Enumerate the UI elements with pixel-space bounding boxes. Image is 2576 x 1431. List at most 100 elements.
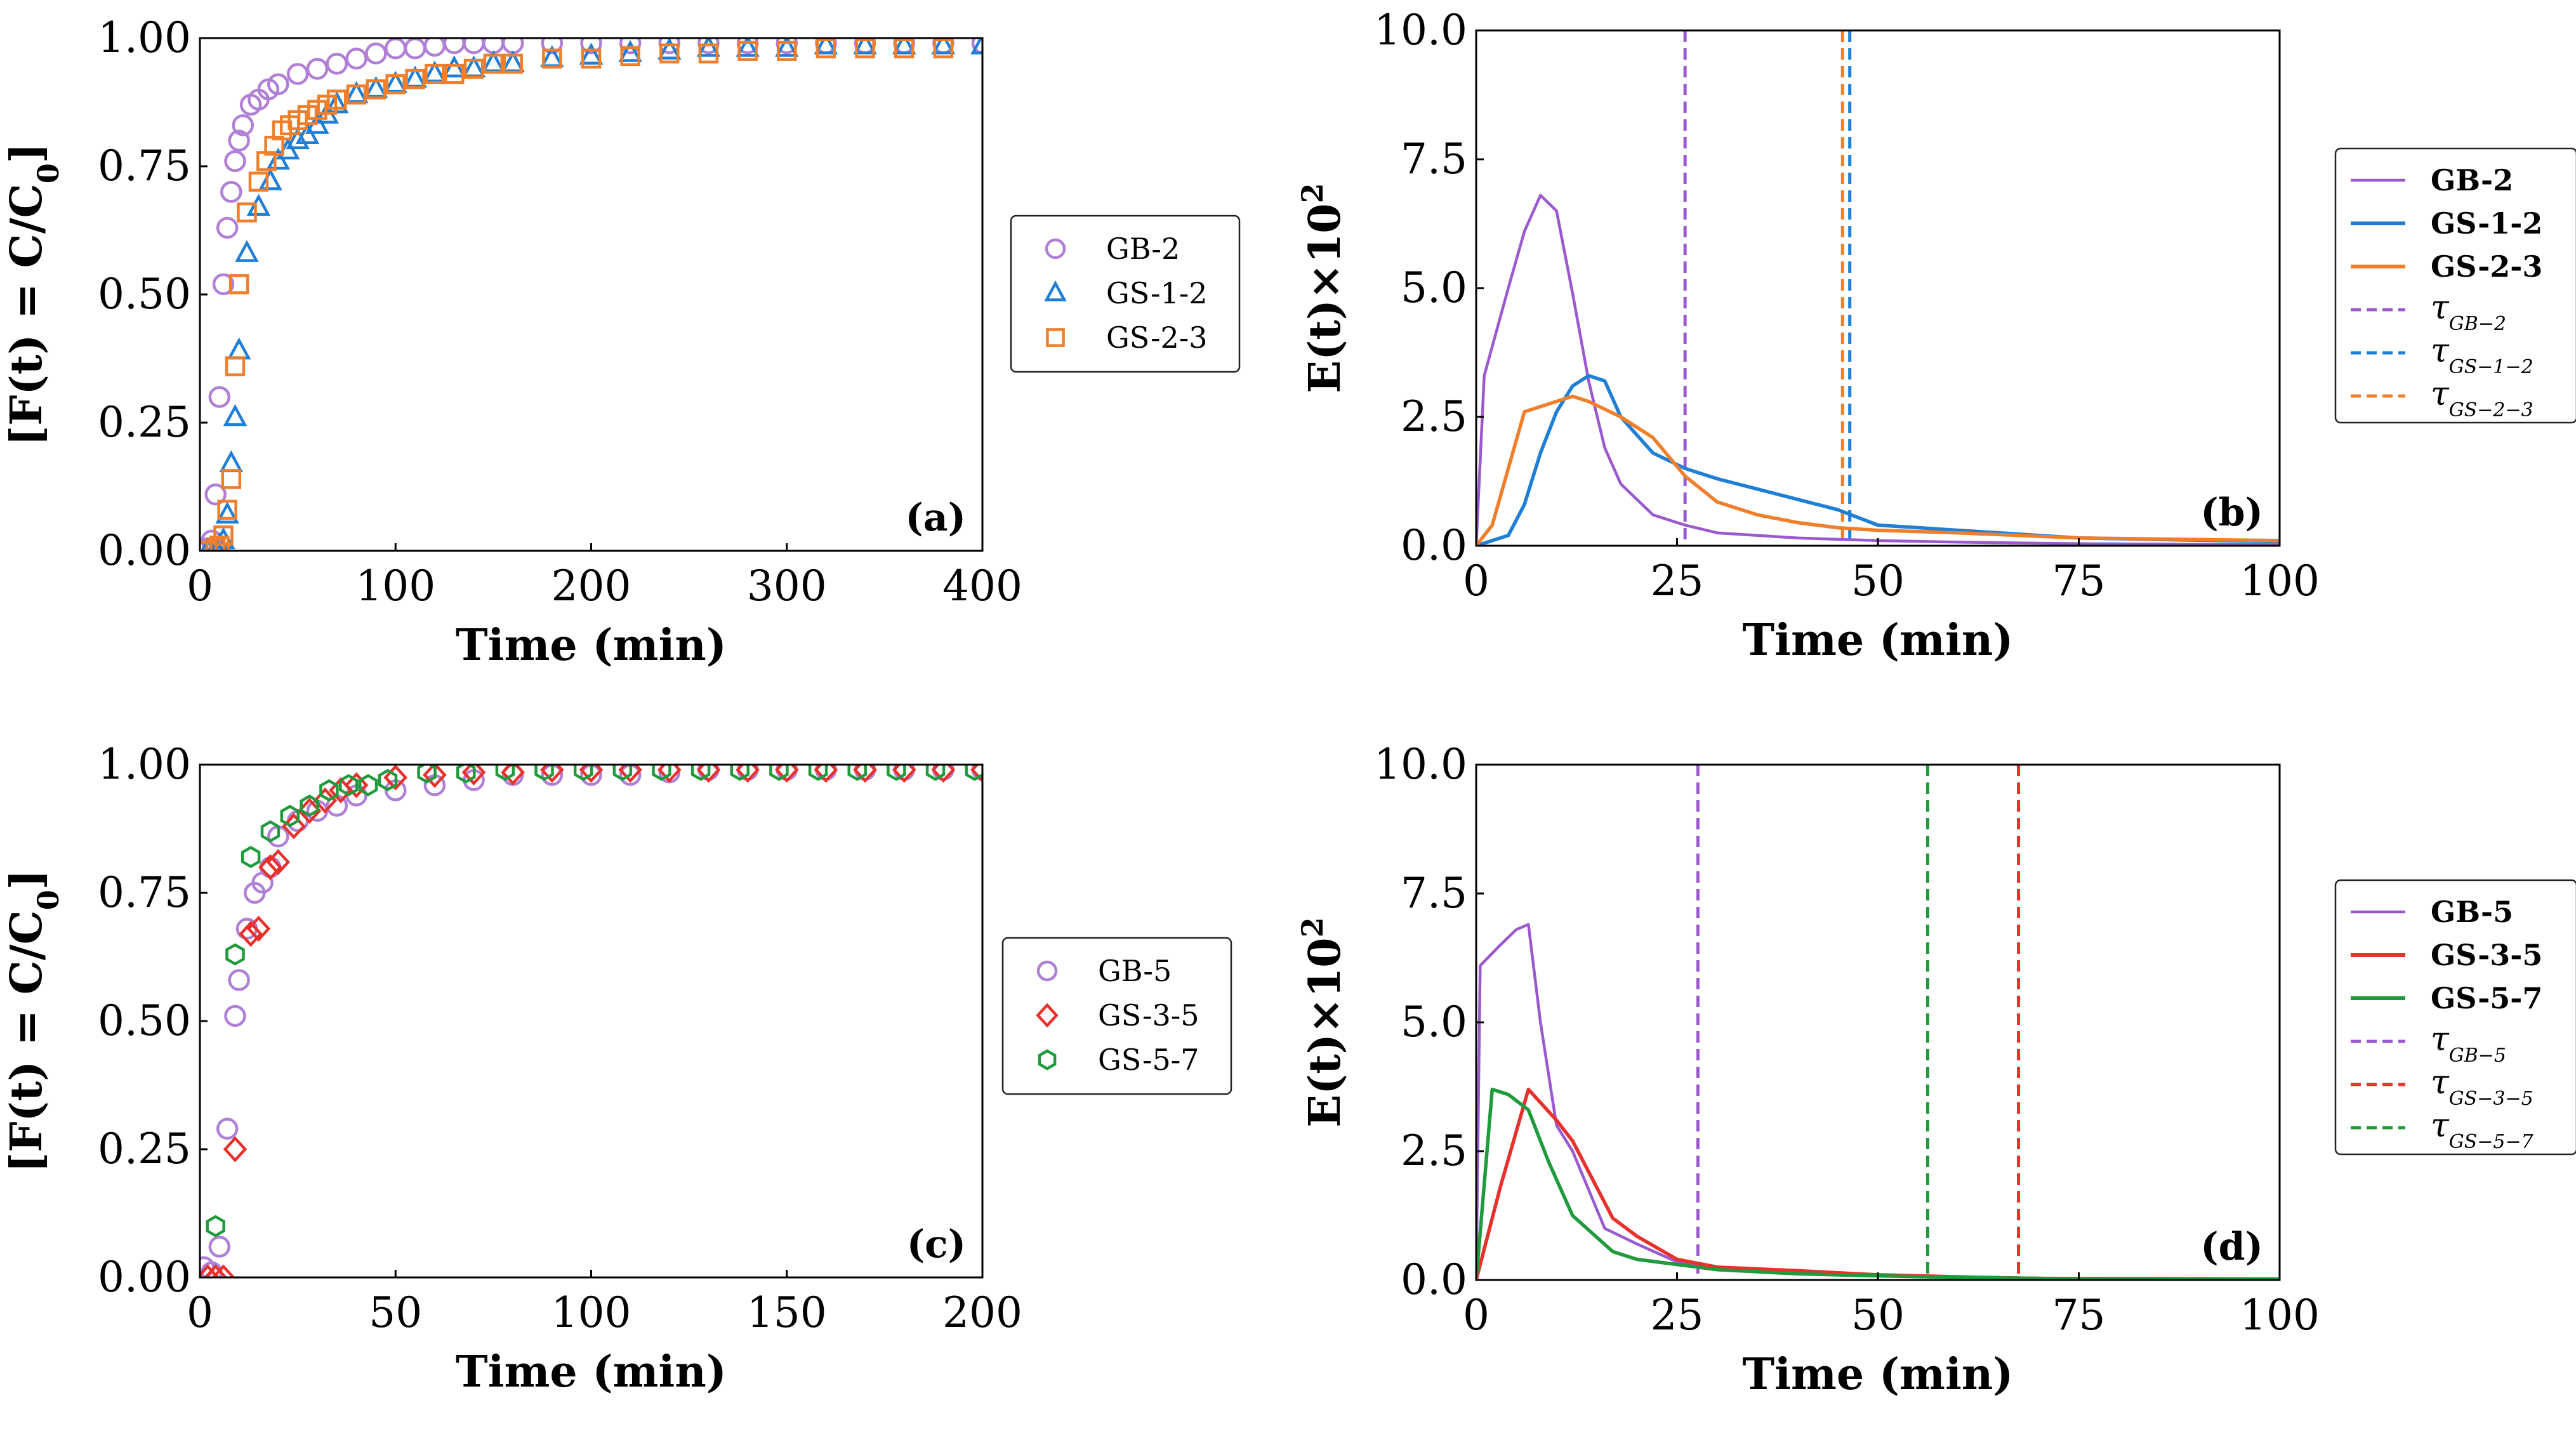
data-point-gs-3-5 xyxy=(892,765,916,783)
legend-box xyxy=(2334,879,2576,1156)
data-point-gs-3-5 xyxy=(239,921,263,947)
series-line-gs-5-7 xyxy=(1476,1087,2280,1280)
data-point-gs-1-2 xyxy=(223,404,248,426)
data-point-gb-2 xyxy=(306,58,329,80)
data-point-gs-3-5 xyxy=(696,765,721,783)
data-point-gs-3-5 xyxy=(297,798,322,824)
data-point-gs-3-5 xyxy=(461,765,486,786)
data-point-gs-2-3 xyxy=(483,53,504,74)
data-point-gb-2 xyxy=(212,273,235,296)
data-point-gs-2-3 xyxy=(366,79,386,100)
data-point-gb-2 xyxy=(482,38,505,55)
legend-entry-label: GS-2-3 xyxy=(1106,320,1208,355)
data-point-gs-2-3 xyxy=(659,43,680,63)
legend-entry-label: GB-2 xyxy=(2431,163,2513,197)
y-tick-label: 5.0 xyxy=(1401,263,1467,312)
x-tick-label: 25 xyxy=(1651,557,1704,605)
y-tick-label: 0.25 xyxy=(98,398,191,447)
x-tick-label: 150 xyxy=(747,1288,827,1337)
legend: GB-2 GS-1-2 GS-2-3 xyxy=(1010,214,1241,373)
data-point-gs-1-2 xyxy=(931,38,956,55)
data-point-gs-3-5 xyxy=(540,765,564,783)
data-point-gs-5-7 xyxy=(417,765,437,784)
data-point-gb-5 xyxy=(208,1236,231,1258)
data-point-gs-2-3 xyxy=(346,84,367,105)
chart-panel-c: 0 50 100 150 200 0.00 0.25 0.50 0.75 1.00 Time (mi… xyxy=(1,740,1232,1397)
data-point-gs-2-3 xyxy=(237,202,257,223)
x-tick-label: 100 xyxy=(355,562,435,610)
series-line-gb-2 xyxy=(1476,194,2280,546)
data-point-gb-2 xyxy=(463,38,485,55)
data-point-gb-5 xyxy=(224,1005,246,1027)
data-point-gs-2-3 xyxy=(816,38,836,58)
x-tick-label: 400 xyxy=(942,562,1022,610)
y-tick-label: 0.00 xyxy=(98,1253,191,1302)
legend-marker-gb-5 xyxy=(1036,960,1058,982)
data-point-gb-2 xyxy=(423,38,446,57)
data-point-gb-2 xyxy=(501,38,524,55)
data-point-gs-3-5 xyxy=(814,765,838,783)
plot-area xyxy=(200,765,982,1277)
legend-entry-label: GS-1-2 xyxy=(2431,206,2542,241)
data-point-gs-3-5 xyxy=(853,765,877,783)
data-point-gs-3-5 xyxy=(501,765,525,786)
data-point-gb-2 xyxy=(204,483,227,506)
x-tick-label: 50 xyxy=(369,1288,422,1337)
legend-entry-label: GS-3-5 xyxy=(1098,998,1199,1032)
chart-panel-d: 0 25 50 75 100 0.0 2.5 5.0 7.5 10.0 Time (min) E(t)… xyxy=(1295,740,2576,1400)
x-axis-label: Time (min) xyxy=(456,1347,727,1397)
legend: GB-5 GS-3-5 GS-5-7 xyxy=(1001,937,1232,1095)
panel-label: (a) xyxy=(905,496,966,540)
x-tick-label: 50 xyxy=(1851,1291,1905,1340)
plot-area xyxy=(200,38,982,551)
data-point-gs-1-2 xyxy=(235,240,259,262)
data-point-gs-2-3 xyxy=(542,48,562,69)
data-point-gs-1-2 xyxy=(266,147,291,170)
data-point-gs-1-2 xyxy=(696,38,721,57)
data-point-gs-2-3 xyxy=(327,89,347,110)
data-point-gs-2-3 xyxy=(620,46,640,67)
data-point-gs-3-5 xyxy=(258,854,282,881)
x-tick-label: 0 xyxy=(187,1288,213,1337)
y-tick-label: 0.0 xyxy=(1401,1255,1467,1304)
y-tick-label: 5.0 xyxy=(1401,998,1467,1046)
panel-label: (d) xyxy=(2200,1225,2263,1269)
data-point-gb-2 xyxy=(365,42,387,65)
legend-entry-label: τGS−2−3 xyxy=(2431,375,2533,421)
data-point-gs-3-5 xyxy=(203,1264,228,1277)
data-point-gs-2-3 xyxy=(855,38,875,58)
data-point-gb-2 xyxy=(541,38,564,55)
data-point-gs-3-5 xyxy=(618,765,642,783)
data-point-gs-1-2 xyxy=(970,38,982,55)
data-point-gs-2-3 xyxy=(221,469,242,489)
data-point-gs-3-5 xyxy=(200,1264,220,1277)
data-point-gs-2-3 xyxy=(209,536,230,551)
x-tick-label: 200 xyxy=(552,562,631,610)
data-point-gs-3-5 xyxy=(383,765,408,791)
legend-entry-label: τGB−2 xyxy=(2431,289,2506,335)
y-tick-label: 2.5 xyxy=(1401,392,1467,441)
data-point-gb-2 xyxy=(286,63,309,85)
chart-panel-a: 0 100 200 300 400 0.00 0.25 0.50 0.75 1.00 Time (m… xyxy=(1,13,1241,671)
axis-frame xyxy=(1475,29,2281,547)
data-point-gs-1-2 xyxy=(736,38,760,57)
legend-box xyxy=(1010,214,1241,373)
data-point-gs-5-7 xyxy=(260,820,281,843)
y-axis-label: E(t)×102 xyxy=(1295,183,1351,393)
panel-label: (c) xyxy=(907,1222,966,1267)
legend-marker-gs-5-7 xyxy=(1038,1049,1057,1071)
x-axis-label: Time (min) xyxy=(1743,615,2014,666)
data-point-gs-1-2 xyxy=(853,38,877,55)
data-point-gs-2-3 xyxy=(777,41,797,61)
data-point-gs-2-3 xyxy=(444,63,465,84)
legend-entry-label: GS-3-5 xyxy=(2431,938,2542,972)
data-point-gs-2-3 xyxy=(503,53,523,74)
legend-box xyxy=(1001,937,1232,1095)
legend-entry-label: GB-5 xyxy=(2431,895,2513,929)
data-point-gb-2 xyxy=(443,38,465,55)
data-point-gb-2 xyxy=(619,38,642,55)
data-point-gs-2-3 xyxy=(933,38,954,58)
data-point-gs-5-7 xyxy=(339,774,359,796)
